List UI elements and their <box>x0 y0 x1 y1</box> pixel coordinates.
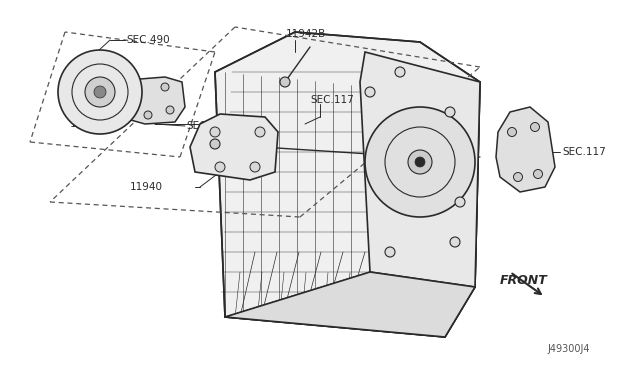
Text: SEC.490: SEC.490 <box>126 35 170 45</box>
Circle shape <box>415 157 425 167</box>
Circle shape <box>445 107 455 117</box>
Polygon shape <box>360 52 480 287</box>
Circle shape <box>508 128 516 137</box>
Text: 11940: 11940 <box>130 182 163 192</box>
Circle shape <box>215 162 225 172</box>
Text: 11942BB: 11942BB <box>70 119 117 129</box>
Polygon shape <box>190 114 278 180</box>
Circle shape <box>385 247 395 257</box>
Circle shape <box>513 173 522 182</box>
Circle shape <box>280 77 290 87</box>
Circle shape <box>94 86 106 98</box>
Circle shape <box>450 237 460 247</box>
Circle shape <box>210 127 220 137</box>
Text: SEC.490: SEC.490 <box>186 121 230 131</box>
Circle shape <box>58 50 142 134</box>
Polygon shape <box>496 107 555 192</box>
Circle shape <box>161 83 169 91</box>
Circle shape <box>408 150 432 174</box>
Circle shape <box>255 127 265 137</box>
Circle shape <box>144 111 152 119</box>
Circle shape <box>365 87 375 97</box>
Circle shape <box>166 106 174 114</box>
Text: J49300J4: J49300J4 <box>547 344 590 354</box>
Text: SEC.117: SEC.117 <box>310 95 354 105</box>
Polygon shape <box>118 77 185 124</box>
Text: 11942B: 11942B <box>286 29 326 39</box>
Circle shape <box>365 107 475 217</box>
Polygon shape <box>215 32 480 337</box>
Circle shape <box>395 67 405 77</box>
Polygon shape <box>225 272 475 337</box>
Text: FRONT: FRONT <box>500 273 548 286</box>
Circle shape <box>250 162 260 172</box>
Circle shape <box>531 122 540 131</box>
Text: SEC.117: SEC.117 <box>562 147 605 157</box>
Circle shape <box>85 77 115 107</box>
Circle shape <box>210 139 220 149</box>
Circle shape <box>534 170 543 179</box>
Circle shape <box>455 197 465 207</box>
